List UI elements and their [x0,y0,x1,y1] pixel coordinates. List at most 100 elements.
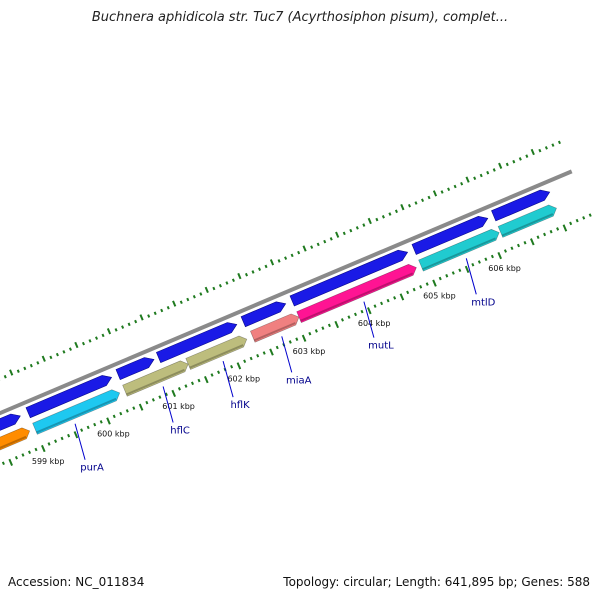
outer-tick [16,369,20,373]
map-title: Buchnera aphidicola str. Tuc7 (Acyrthosi… [91,10,509,25]
gene-shade [36,397,117,434]
outer-tick [106,328,112,335]
ruler-label: 602 kbp [227,374,260,383]
forward-feature [25,375,113,419]
inner-tick [269,348,274,356]
inner-tick [60,436,64,441]
outer-tick [41,355,46,362]
inner-tick [367,307,372,315]
inner-tick [477,260,481,264]
inner-tick [217,370,221,375]
outer-tick [49,355,53,360]
inner-tick [112,414,116,419]
inner-tick [543,232,547,237]
inner-tick [47,442,51,446]
inner-tick [80,428,84,432]
outer-tick [290,253,294,258]
inner-tick [399,293,405,301]
inner-tick [575,218,579,223]
inner-tick [230,364,234,369]
outer-tick [225,281,229,285]
outer-tick [88,339,92,343]
inner-tick [106,417,111,425]
inner-tick [484,257,488,262]
inner-tick [190,381,194,386]
inner-tick [503,249,507,253]
forward-strand-features [0,189,551,431]
inner-tick [301,334,307,342]
inner-tick [164,392,168,397]
gene-feature [497,204,557,238]
gene-label-line [465,258,477,295]
inner-tick [8,458,13,466]
inner-tick [125,409,129,413]
inner-tick [197,378,201,383]
outer-tick [264,264,268,269]
gene-shade [0,435,27,449]
ruler-label: 603 kbp [293,347,326,356]
inner-tick [464,265,470,273]
outer-tick [114,328,118,332]
inner-tick [54,439,58,443]
outer-tick [199,292,203,296]
inner-tick [360,309,364,314]
outer-tick [407,204,411,208]
inner-tick [158,395,162,399]
outer-tick [323,239,327,244]
gene-shade [126,368,185,396]
outer-tick [179,300,183,305]
outer-tick [465,176,470,183]
inner-tick [471,262,475,267]
gene-label-line [363,301,375,338]
outer-tick [284,256,288,260]
outer-tick [231,278,235,282]
outer-tick [251,270,255,274]
inner-tick [236,362,242,370]
gene-feature [296,263,417,323]
outer-tick [427,195,431,200]
outer-tick [355,226,359,230]
forward-feature [289,249,409,307]
ruler-label: 606 kbp [488,264,521,273]
inner-tick [556,227,560,231]
inner-tick [204,376,209,384]
outer-tick [367,217,372,225]
gene-label: mutL [368,341,394,352]
inner-tick [380,301,384,306]
forward-feature [115,357,155,380]
inner-tick [21,453,25,457]
outer-tick [310,245,314,249]
outer-tick [557,140,561,145]
inner-tick [549,229,553,234]
gene-label-line [281,336,293,373]
inner-tick [1,461,5,466]
outer-tick [172,300,177,307]
outer-tick [134,319,138,324]
gene-shade [300,272,414,322]
outer-tick [388,212,392,216]
inner-tick [210,373,214,377]
inner-tick [132,406,136,410]
inner-tick [27,450,31,454]
outer-tick [101,333,105,338]
outer-tick [192,294,196,299]
inner-tick [243,359,247,364]
outer-tick [551,143,555,147]
gene-label: mtlD [471,297,495,308]
accession-label: Accession: NC_011834 [8,575,145,589]
inner-tick [419,285,423,289]
outer-tick [95,336,99,340]
outer-tick [421,198,425,203]
gene-label: hflK [230,400,250,411]
inner-tick [516,243,520,248]
outer-tick [414,201,418,205]
outer-tick [349,228,353,233]
inner-tick [497,251,502,260]
backbone-line [0,169,573,416]
backbone [0,169,573,416]
outer-tick [186,297,190,302]
inner-tick [295,337,299,341]
inner-tick [145,400,149,405]
inner-tick [458,268,462,273]
inner-tick [275,345,279,350]
